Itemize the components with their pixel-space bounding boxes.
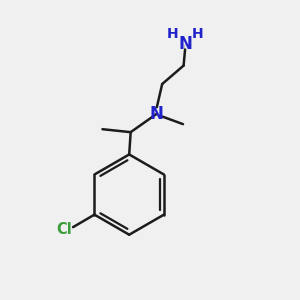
Text: H: H — [167, 27, 178, 41]
Text: Cl: Cl — [56, 222, 72, 237]
Text: N: N — [150, 105, 164, 123]
Text: N: N — [178, 35, 192, 53]
Text: H: H — [192, 27, 203, 41]
